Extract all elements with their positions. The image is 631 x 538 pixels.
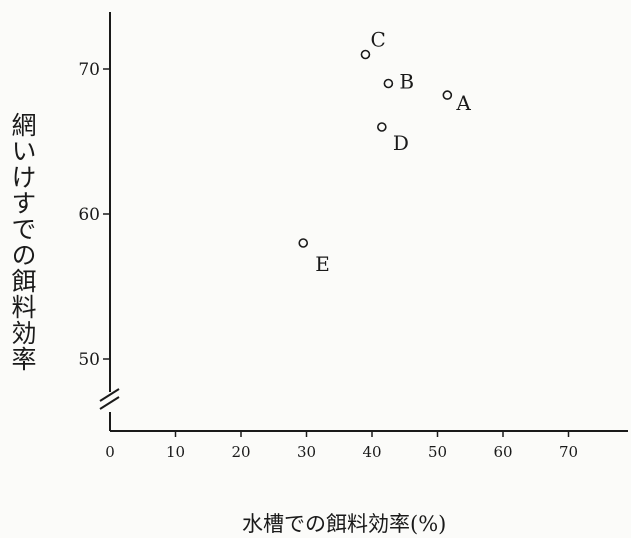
axis-break-mark-1 bbox=[99, 388, 120, 402]
y-ticks: 50 60 70 bbox=[78, 60, 110, 370]
x-tick-label: 70 bbox=[559, 443, 578, 461]
data-points: A BC D E bbox=[298, 28, 471, 276]
data-point-e bbox=[298, 238, 309, 248]
point-label-a: A bbox=[455, 91, 471, 115]
data-point-a bbox=[442, 90, 453, 100]
y-tick-label: 60 bbox=[78, 205, 100, 225]
x-tick-label: 60 bbox=[493, 443, 512, 461]
point-label-d: D bbox=[393, 131, 409, 155]
data-point-c bbox=[360, 49, 371, 60]
y-tick-label: 50 bbox=[78, 350, 100, 370]
x-tick-label: 0 bbox=[105, 443, 115, 461]
data-point-b bbox=[383, 78, 394, 89]
x-tick-label: 40 bbox=[362, 443, 381, 461]
point-label-c: C bbox=[370, 28, 385, 52]
axes bbox=[99, 12, 628, 432]
x-tick-label: 20 bbox=[231, 443, 250, 461]
x-tick-label: 10 bbox=[166, 443, 185, 461]
y-axis-label: 網いけすでの餌料効率 bbox=[8, 112, 37, 372]
x-tick-label: 30 bbox=[297, 443, 316, 461]
point-label-e: E bbox=[315, 252, 330, 276]
data-point-d bbox=[377, 122, 387, 132]
axis-break-mark-2 bbox=[99, 396, 120, 410]
x-ticks: 0 10 20 30 40 50 60 70 bbox=[105, 431, 578, 461]
x-tick-label: 50 bbox=[428, 443, 447, 461]
x-axis-label: 水槽での餌料効率(%) bbox=[242, 512, 447, 536]
point-label-b: B bbox=[399, 70, 414, 94]
y-tick-label: 70 bbox=[78, 60, 100, 80]
